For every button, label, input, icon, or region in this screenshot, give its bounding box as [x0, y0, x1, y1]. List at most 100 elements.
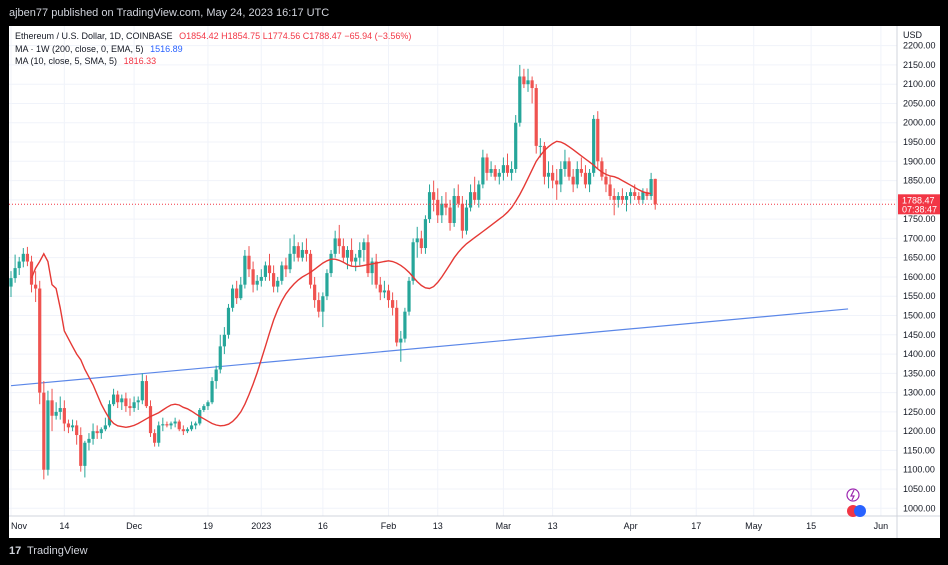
- candle-up: [276, 280, 280, 287]
- candle-up: [206, 402, 210, 407]
- candle-up: [325, 273, 329, 297]
- candle-up: [563, 161, 567, 170]
- candle-down: [534, 88, 538, 146]
- candle-down: [267, 265, 272, 274]
- candle-down: [313, 284, 317, 301]
- candle-up: [107, 404, 112, 426]
- candle-down: [349, 249, 354, 262]
- candle-up: [157, 425, 161, 443]
- candle-down: [337, 238, 341, 247]
- candle-up: [407, 280, 411, 312]
- close-value: C1788.47: [302, 31, 342, 41]
- candle-down: [66, 423, 71, 428]
- candles: [9, 64, 657, 480]
- time-tick-label: 16: [318, 521, 328, 531]
- candle-up: [13, 268, 17, 279]
- candle-up: [173, 421, 177, 424]
- price-tick-label: 1200.00: [903, 426, 936, 436]
- lightning-icon: [846, 488, 860, 502]
- candle-down: [419, 238, 423, 249]
- candle-up: [288, 253, 292, 270]
- publication-header: ajben77 published on TradingView.com, Ma…: [0, 0, 948, 26]
- candle-down: [50, 400, 54, 416]
- candle-down: [284, 265, 288, 270]
- candle-up: [345, 249, 350, 258]
- event-flag-icon: [854, 505, 866, 517]
- candle-down: [374, 261, 378, 285]
- candle-up: [218, 346, 222, 370]
- time-axis[interactable]: Nov 14 Dec 19 2023 16 Feb 13 Mar 13 Apr 17 May 15 Jun: [9, 515, 940, 531]
- candle-down: [551, 172, 555, 181]
- candle-up: [202, 406, 206, 410]
- price-tick-label: 1300.00: [903, 388, 936, 398]
- candle-down: [637, 196, 641, 200]
- price-axis[interactable]: USD 1000.00 1050.00 1100.00 1150.00 1200.00 12…: [896, 26, 940, 538]
- legend-row-symbol: Ethereum / U.S. Dollar, 1D, COINBASE O18…: [15, 30, 411, 43]
- candle-up: [592, 118, 596, 173]
- candle-up: [415, 238, 419, 243]
- candle-down: [391, 300, 395, 308]
- price-tick-label: 1650.00: [903, 253, 936, 263]
- candle-down: [567, 161, 571, 177]
- candle-down: [62, 408, 66, 424]
- candle-down: [235, 288, 239, 299]
- candle-down: [38, 288, 42, 393]
- candle-up: [140, 381, 144, 401]
- candle-down: [144, 381, 149, 407]
- candle-down: [583, 172, 588, 185]
- candlestick-chart[interactable]: USD 1000.00 1050.00 1100.00 1150.00 1200.00 12…: [9, 26, 940, 538]
- time-tick-label: Feb: [381, 521, 397, 531]
- candle-down: [177, 421, 181, 430]
- time-tick-label: 2023: [251, 521, 271, 531]
- candle-down: [608, 184, 612, 196]
- candle-up: [91, 431, 95, 439]
- low-value: L1774.56: [262, 31, 301, 41]
- candle-down: [75, 425, 79, 436]
- price-tick-label: 1350.00: [903, 368, 936, 378]
- tradingview-logo-icon: 17: [9, 545, 22, 557]
- price-tick-label: 1550.00: [903, 291, 936, 301]
- price-tick-label: 2000.00: [903, 118, 936, 128]
- price-tick-label: 2050.00: [903, 98, 936, 108]
- candle-down: [341, 246, 345, 258]
- candle-up: [17, 261, 21, 269]
- candle-down: [386, 290, 391, 301]
- candle-up: [575, 169, 579, 185]
- candle-up: [559, 169, 563, 185]
- time-tick-label: Jun: [874, 521, 889, 531]
- candle-up: [280, 265, 284, 281]
- price-tick-label: 1400.00: [903, 349, 936, 359]
- price-tick-label: 1100.00: [903, 465, 935, 475]
- candle-up: [501, 165, 505, 173]
- last-price-value: 1788.47: [902, 195, 935, 205]
- candle-up: [46, 400, 50, 470]
- candle-down: [444, 203, 448, 208]
- chart-panel[interactable]: USD 1000.00 1050.00 1100.00 1150.00 1200.00 12…: [9, 26, 940, 538]
- candle-up: [370, 261, 374, 274]
- candle-down: [79, 435, 83, 466]
- candle-up: [452, 196, 456, 223]
- last-price-tag: [898, 194, 940, 215]
- candle-up: [255, 280, 259, 285]
- time-tick-label: 17: [691, 521, 701, 531]
- ema-200w-line: [10, 308, 849, 387]
- price-tick-label: 1450.00: [903, 330, 936, 340]
- candle-down: [296, 246, 300, 258]
- candle-down: [571, 176, 575, 185]
- legend-row-ma1[interactable]: MA · 1W (200, close, 0, EMA, 5) 1516.89: [15, 43, 411, 56]
- time-tick-label: 15: [806, 521, 816, 531]
- candle-up: [99, 429, 103, 434]
- candle-up: [526, 80, 530, 85]
- price-tick-label: 2100.00: [903, 79, 936, 89]
- time-tick-label: 13: [433, 521, 443, 531]
- high-value: H1854.75: [221, 31, 261, 41]
- candle-down: [645, 192, 649, 196]
- legend-row-ma2[interactable]: MA (10, close, 5, SMA, 5) 1816.33: [15, 55, 411, 68]
- published-note: ajben77 published on TradingView.com, Ma…: [9, 7, 330, 19]
- candle-up: [382, 290, 386, 293]
- price-tick-label: 1750.00: [903, 214, 936, 224]
- candle-down: [247, 255, 251, 270]
- candle-up: [624, 196, 629, 200]
- candle-up: [427, 192, 432, 220]
- candle-up: [111, 394, 116, 405]
